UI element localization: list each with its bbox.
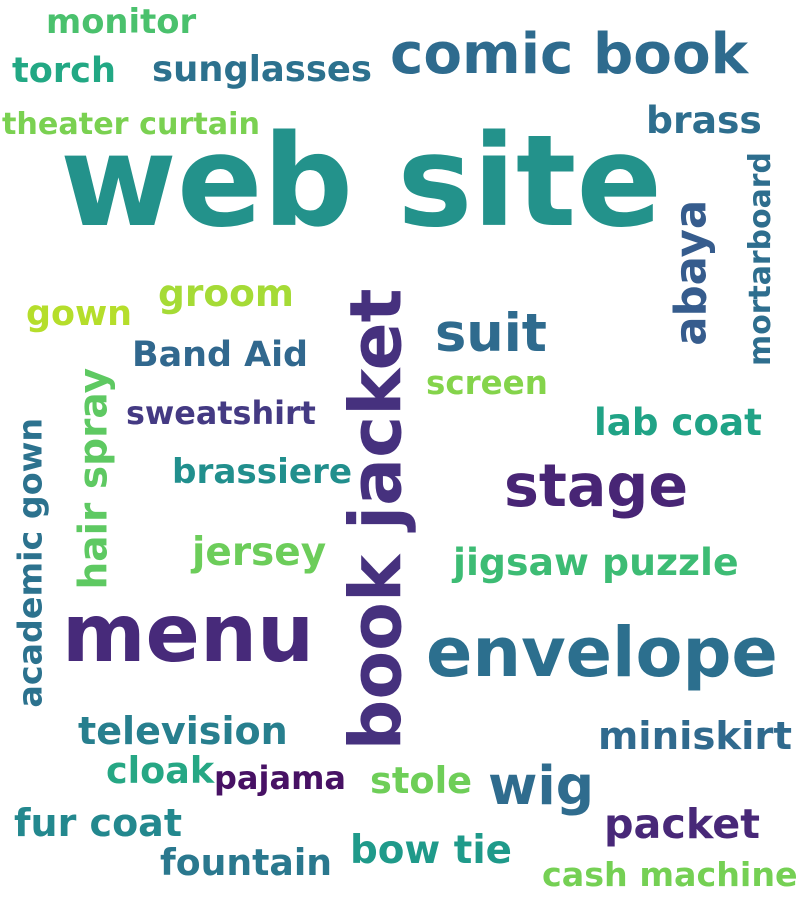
word-jigsaw-puzzle: jigsaw puzzle (453, 540, 739, 585)
word-cash-machine: cash machine (542, 855, 798, 895)
word-packet: packet (604, 800, 761, 849)
word-sweatshirt: sweatshirt (126, 395, 316, 433)
word-academic-gown: academic gown (10, 418, 50, 708)
word-hair-spray: hair spray (71, 368, 117, 590)
word-torch: torch (12, 50, 116, 92)
word-miniskirt: miniskirt (598, 713, 792, 759)
word-book-jacket: book jacket (334, 287, 418, 750)
word-stole: stole (370, 758, 473, 802)
word-television: television (78, 708, 288, 753)
word-brass: brass (646, 98, 762, 143)
word-band-aid: Band Aid (132, 334, 309, 375)
word-groom: groom (158, 271, 294, 316)
word-lab-coat: lab coat (594, 400, 762, 445)
word-sunglasses: sunglasses (152, 49, 372, 91)
word-menu: menu (62, 586, 315, 680)
word-mortarboard: mortarboard (743, 152, 779, 366)
word-comic-book: comic book (390, 21, 749, 87)
word-brassiere: brassiere (172, 451, 353, 492)
word-theater-curtain: theater curtain (2, 106, 260, 142)
word-suit: suit (435, 302, 547, 364)
word-web-site: web site (60, 107, 663, 255)
word-bow-tie: bow tie (350, 827, 512, 873)
word-wig: wig (488, 754, 595, 818)
word-abaya: abaya (666, 200, 717, 346)
word-monitor: monitor (46, 2, 197, 42)
word-pajama: pajama (214, 759, 346, 797)
word-gown: gown (26, 293, 133, 334)
word-jersey: jersey (192, 529, 327, 575)
word-cloak: cloak (106, 748, 215, 792)
word-screen: screen (426, 363, 548, 402)
word-stage: stage (504, 451, 689, 520)
word-fountain: fountain (160, 840, 333, 884)
word-fur-coat: fur coat (14, 801, 182, 845)
word-envelope: envelope (426, 613, 778, 693)
